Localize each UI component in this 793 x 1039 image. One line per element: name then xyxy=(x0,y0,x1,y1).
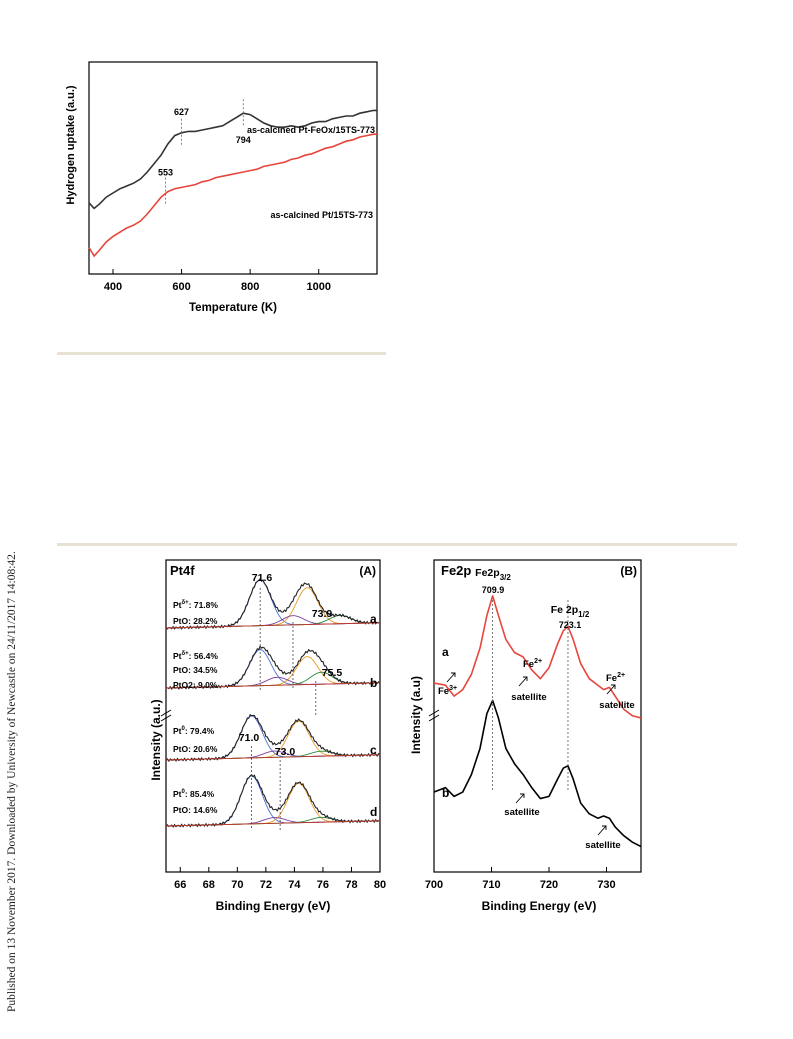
fe2p-series-line-b xyxy=(433,699,642,848)
pt4f-d-line-2: PtO: 14.6% xyxy=(173,805,218,815)
pt4f-spectrum-b xyxy=(165,645,381,691)
pt4f-spectrum-label-a: a xyxy=(370,612,377,626)
tpr-chart: 400 600 800 1000 627 794 553 Hydrogen uptake … xyxy=(65,61,378,314)
fe2p-annotation-satellite-2: satellite xyxy=(599,700,634,711)
pt4f-b-line-3: PtO2: 9.0% xyxy=(173,680,218,690)
pt4f-x-tick-label: 70 xyxy=(231,879,243,891)
fe2p-peak-value-709-9: 709.9 xyxy=(482,585,505,595)
pt4f-panel-title: Pt4f xyxy=(170,563,195,578)
pt4f-spectrum-d xyxy=(165,773,381,828)
fe2p-panel-title: Fe2p xyxy=(441,563,471,578)
fe2p-annotation-arrows xyxy=(446,672,616,836)
pt4f-b-line-1: Ptδ+: 56.4% xyxy=(173,651,218,661)
pt4f-spectrum-label-d: d xyxy=(370,805,377,819)
pt4f-baseline-b xyxy=(165,682,381,689)
pt4f-spectrum-label-c: c xyxy=(370,743,377,757)
fe2p-x-tick-label: 730 xyxy=(597,879,615,891)
fe2p-peak-value-723-1: 723.1 xyxy=(559,620,582,630)
pt4f-c-line-1: Pt0: 79.4% xyxy=(173,726,215,736)
pt4f-component-d xyxy=(165,775,381,827)
pt4f-c-line-2: PtO: 20.6% xyxy=(173,744,218,754)
tpr-series-line-2 xyxy=(88,133,377,258)
pt4f-spectrum-c xyxy=(165,713,381,763)
tpr-series-label-2: as-calcined Pt/15TS-773 xyxy=(270,210,373,220)
divider-bottom xyxy=(57,543,737,546)
tpr-x-tick-label: 800 xyxy=(241,281,259,293)
pt4f-x-tick-label: 68 xyxy=(203,879,215,891)
tpr-plot-frame xyxy=(88,61,378,275)
tpr-series-label-1: as-calcined Pt-FeOx/15TS-773 xyxy=(247,125,375,135)
pt4f-peak-label-71-0: 71.0 xyxy=(239,732,260,744)
pt4f-plot-frame xyxy=(165,559,381,873)
pt4f-x-tick-label: 80 xyxy=(374,879,386,891)
pt4f-y-axis-label: Intensity (a.u.) xyxy=(149,699,163,780)
pt4f-peak-label-71-6: 71.6 xyxy=(252,572,273,584)
pt4f-a-line-2: PtO: 28.2% xyxy=(173,616,218,626)
fe2p-annotation-satellite-1: satellite xyxy=(511,692,546,703)
fe2p-axis-break-icon xyxy=(428,709,440,722)
pt4f-x-axis-label: Binding Energy (eV) xyxy=(216,899,331,913)
tpr-peak-label: 553 xyxy=(158,168,173,178)
fe2p-panel-tag: (B) xyxy=(620,564,637,578)
fe2p-x-axis-label: Binding Energy (eV) xyxy=(482,899,597,913)
fe2p-annotation-satellite-4: satellite xyxy=(585,840,620,851)
fe2p-x-tick-label: 720 xyxy=(540,879,558,891)
tpr-x-tick-label: 1000 xyxy=(306,281,330,293)
tpr-x-axis-label: Temperature (K) xyxy=(189,302,277,314)
pt4f-axis-break-icon xyxy=(160,709,172,722)
fe2p-annotation-fe2-b: Fe2+ xyxy=(606,672,625,684)
fe2p-x-tick-label: 700 xyxy=(425,879,443,891)
pt4f-baseline-a xyxy=(165,622,381,629)
tpr-series-line-1 xyxy=(88,109,377,210)
pt4f-peak-label-73-9: 73.9 xyxy=(312,608,333,620)
pt4f-x-tick-label: 74 xyxy=(288,879,301,891)
pt4f-baseline-d xyxy=(165,820,381,827)
fe2p-peak-label-3-2: Fe2p3/2 xyxy=(475,567,511,582)
pt4f-spectrum-label-b: b xyxy=(370,676,377,690)
fe2p-annotation-fe2-a: Fe2+ xyxy=(523,658,542,670)
tpr-x-tick-label: 600 xyxy=(172,281,190,293)
fe2p-spectrum-label-b: b xyxy=(442,786,449,800)
tpr-x-tick-label: 400 xyxy=(104,281,122,293)
pt4f-a-line-1: Ptδ+: 71.8% xyxy=(173,600,218,610)
pt4f-chart: 66 68 70 72 74 76 78 80 Pt4f (A) 71.6 73.9 75.5… xyxy=(149,559,386,913)
pt4f-x-tick-label: 76 xyxy=(317,879,329,891)
fe2p-plot-frame xyxy=(433,559,642,873)
pt4f-b-line-2: PtO: 34.5% xyxy=(173,665,218,675)
pt4f-x-tick-label: 66 xyxy=(174,879,186,891)
fe2p-chart: 700 710 720 730 Fe2p (B) Fe2p3/2 709.9 Fe 2… xyxy=(409,559,642,913)
pt4f-panel-tag: (A) xyxy=(359,564,376,578)
pt4f-x-tick-label: 78 xyxy=(345,879,357,891)
fe2p-peak-label-1-2: Fe 2p1/2 xyxy=(551,604,590,619)
fe2p-spectrum-label-a: a xyxy=(442,645,449,659)
fe2p-series-line-a xyxy=(433,595,642,719)
pt4f-peak-label-75-5: 75.5 xyxy=(322,667,343,679)
tpr-peak-label: 794 xyxy=(236,135,251,145)
tpr-y-axis-label: Hydrogen uptake (a.u.) xyxy=(65,85,77,205)
tpr-peak-label: 627 xyxy=(174,107,189,117)
pt4f-d-line-1: Pt0: 85.4% xyxy=(173,789,215,799)
pt4f-peak-label-73-0: 73.0 xyxy=(275,746,296,758)
fe2p-annotation-satellite-3: satellite xyxy=(504,807,539,818)
fe2p-x-tick-label: 710 xyxy=(482,879,500,891)
fe2p-y-axis-label: Intensity (a.u) xyxy=(409,676,423,754)
pt4f-x-tick-label: 72 xyxy=(260,879,272,891)
divider-top xyxy=(57,352,386,355)
pt4f-baseline-c xyxy=(165,754,381,761)
